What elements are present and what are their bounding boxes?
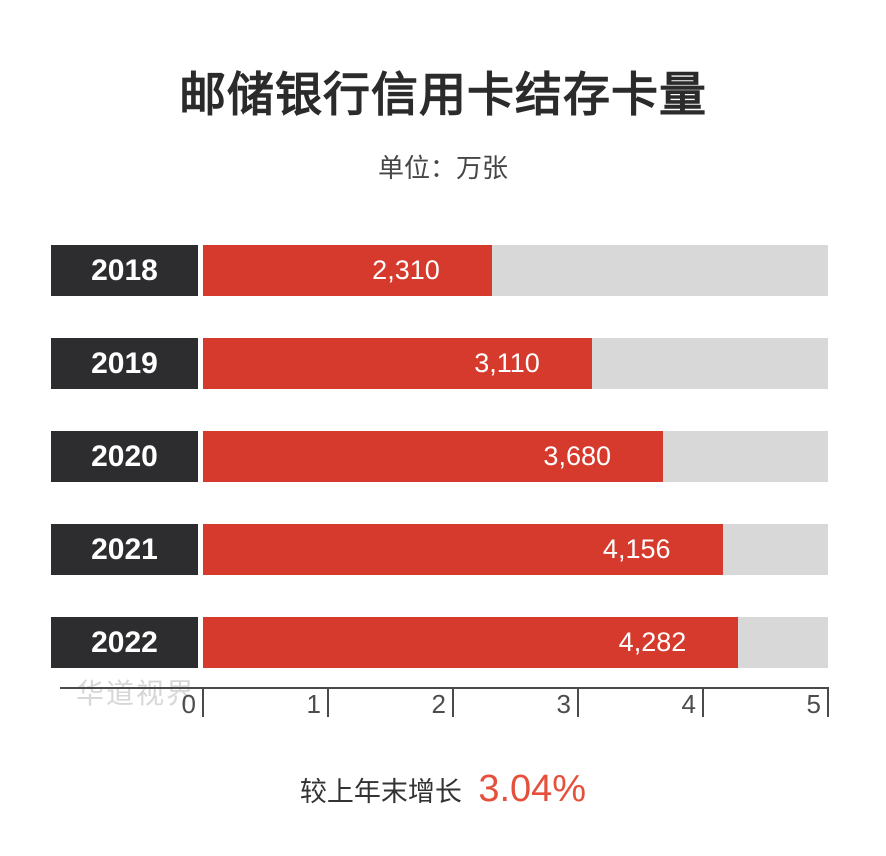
bar-track: 3,110 [203,338,828,389]
bar-row: 2018 2,310 [51,245,851,296]
bar-value-label: 4,282 [618,627,687,657]
bar-row: 2020 3,680 [51,431,851,482]
bar-row: 2019 3,110 [51,338,851,389]
axis-tick [202,687,204,717]
axis-tick [702,687,704,717]
bar-value-label: 2,310 [372,255,440,285]
bar-fill: 4,156 [203,524,723,575]
growth-label: 较上年末增长 [299,777,462,807]
bar-fill: 4,282 [203,617,739,668]
x-axis-line [60,687,828,689]
bar-value-label: 3,110 [474,348,540,378]
year-label: 2020 [51,431,198,482]
axis-tick-label: 3 [556,689,571,719]
chart-title: 邮储银行信用卡结存卡量 [179,68,707,121]
watermark: 华道视界 [76,678,197,709]
axis-tick-label: 1 [306,689,321,719]
axis-tick [327,687,329,717]
axis-tick [577,687,579,717]
bar-fill: 3,680 [203,431,663,482]
bar-row: 2022 4,282 [51,617,851,668]
axis-tick-label: 5 [806,689,821,719]
growth-note: 较上年末增长 3.04% [0,768,886,811]
bar-row: 2021 4,156 [51,524,851,575]
unit-label: 单位：万张 [377,153,508,183]
axis-tick [827,687,829,717]
bar-track: 2,310 [203,245,828,296]
bar-value-label: 3,680 [543,441,611,471]
bar-value-label: 4,156 [602,534,671,564]
axis-tick-label: 2 [431,689,446,719]
bar-track: 4,282 [203,617,828,668]
bar-fill: 3,110 [203,338,592,389]
axis-tick-label: 0 [181,689,196,719]
year-label: 2022 [51,617,198,668]
bar-fill: 2,310 [203,245,492,296]
year-label: 2019 [51,338,198,389]
axis-tick [452,687,454,717]
year-label: 2021 [51,524,198,575]
year-label: 2018 [51,245,198,296]
axis-tick-label: 4 [681,689,696,719]
bar-track: 4,156 [203,524,828,575]
bar-track: 3,680 [203,431,828,482]
growth-value: 3.04% [478,768,587,810]
